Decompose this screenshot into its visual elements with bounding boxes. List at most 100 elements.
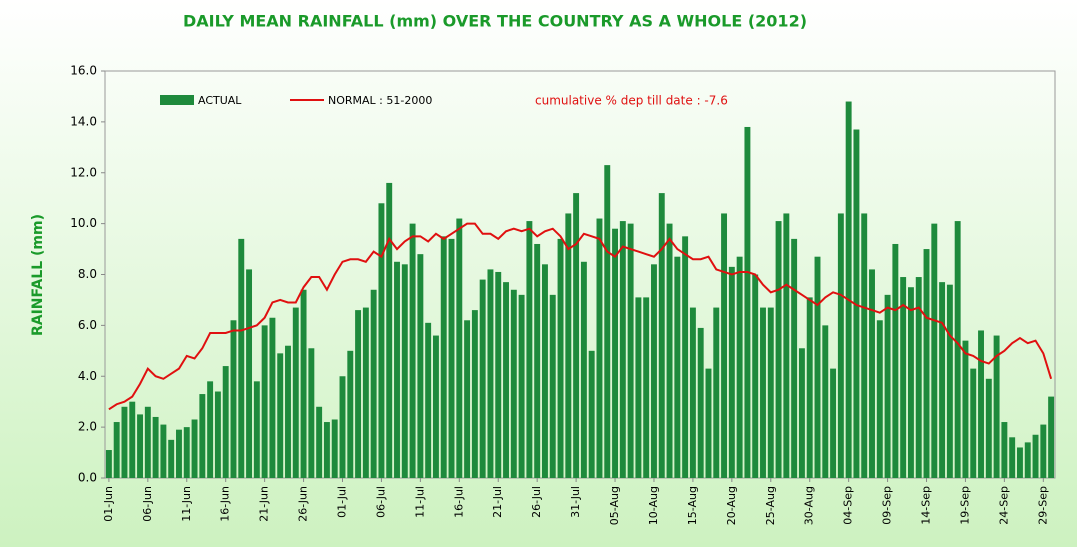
bar [970,368,977,478]
bar [230,320,237,478]
legend-label: ACTUAL [198,94,242,107]
x-tick-label: 06-Jul [374,486,387,518]
legend-swatch [160,95,194,105]
bar [362,307,369,478]
x-tick-label: 16-Jun [219,486,232,522]
x-tick-label: 05-Aug [608,486,621,525]
bar [238,238,245,478]
bar [783,213,790,478]
chart-title: DAILY MEAN RAINFALL (mm) OVER THE COUNTR… [183,12,807,31]
x-tick-label: 01-Jul [336,486,349,518]
bar [651,264,657,478]
y-tick-label: 16.0 [70,64,97,78]
bar [401,264,408,478]
x-tick-label: 20-Aug [725,486,738,525]
y-tick-label: 2.0 [78,420,97,434]
bar [985,378,992,478]
bar [448,238,455,478]
x-tick-label: 10-Aug [647,486,660,525]
bar [300,289,307,478]
bar [767,307,774,478]
bar [518,294,525,478]
bar [183,427,190,478]
bar [113,422,120,478]
bar [713,307,720,478]
bar [129,401,136,478]
bar [806,297,813,478]
bar [674,256,681,478]
bar [1001,422,1008,478]
x-tick-label: 26-Jul [530,486,543,518]
bar [394,261,400,478]
bar [697,327,704,478]
x-tick-label: 19-Sep [958,486,971,525]
bar [534,243,541,478]
bar [526,221,533,479]
bar [542,264,548,478]
bar [292,307,299,478]
x-tick-label: 06-Jun [141,486,154,522]
bar [565,213,572,478]
x-tick-label: 14-Sep [920,486,933,525]
bar [464,320,471,478]
bar [643,297,650,478]
bar [876,320,883,478]
bar [269,317,276,478]
x-tick-label: 25-Aug [764,486,777,525]
bar [347,350,354,478]
x-tick-label: 11-Jun [180,486,193,522]
bar [689,307,696,478]
y-tick-label: 4.0 [78,369,97,383]
bar [760,307,766,478]
bar [635,297,642,478]
bar [417,254,424,478]
bar [331,419,338,478]
bar [479,279,486,478]
bar [432,335,439,478]
bar [666,223,673,478]
bar [409,223,416,478]
bar [285,345,291,478]
bar [923,249,930,478]
bar [323,422,330,478]
bar [822,325,829,478]
bar [168,439,175,478]
bar [798,348,805,478]
normal-line [108,222,1053,411]
bar [378,203,385,478]
x-tick-label: 31-Jul [569,486,582,518]
x-tick-label: 15-Aug [686,486,699,525]
bar [580,261,587,478]
annotation: cumulative % dep till date : -7.6 [535,94,728,108]
y-tick-label: 0.0 [78,471,97,485]
bar [845,101,852,479]
bar [791,238,798,478]
bar [495,271,502,478]
bar [978,330,984,478]
x-tick-label: 01-Jun [102,486,115,522]
bar [199,394,206,478]
bar [728,266,735,478]
bar [214,391,221,478]
bar [830,368,837,478]
bar [277,353,284,478]
bar [596,218,603,478]
bar [105,450,112,478]
bar [588,350,595,478]
bar [907,287,914,478]
bar [246,269,253,478]
bar [721,213,728,478]
y-tick-label: 8.0 [78,267,97,281]
bar [658,193,665,478]
bar [946,284,953,478]
bar [744,126,751,479]
bar [736,256,743,478]
bar [573,193,580,478]
y-tick-label: 6.0 [78,318,97,332]
bar [510,289,517,478]
bar [627,223,634,478]
bar [1048,396,1055,478]
x-tick-label: 21-Jun [258,486,271,522]
bar [503,282,509,478]
